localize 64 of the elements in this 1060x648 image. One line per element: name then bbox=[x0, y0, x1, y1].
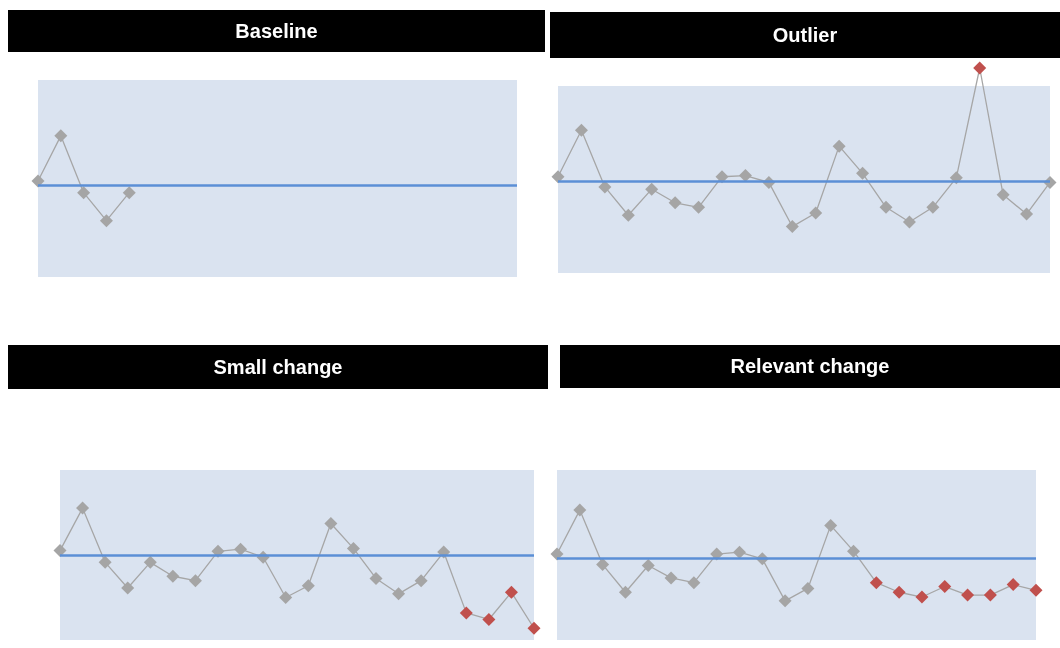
point bbox=[645, 182, 659, 196]
point bbox=[121, 581, 135, 595]
point bbox=[527, 621, 541, 635]
point bbox=[99, 214, 113, 228]
point bbox=[504, 585, 518, 599]
point bbox=[551, 170, 565, 184]
point bbox=[346, 541, 360, 555]
chart-title: Small change bbox=[8, 345, 548, 389]
point bbox=[926, 200, 940, 214]
point bbox=[392, 587, 406, 601]
point bbox=[664, 571, 678, 585]
point bbox=[76, 501, 90, 515]
point bbox=[824, 518, 838, 532]
point bbox=[279, 591, 293, 604]
point bbox=[596, 558, 610, 572]
point bbox=[869, 576, 883, 590]
point bbox=[77, 186, 91, 200]
point bbox=[983, 588, 997, 602]
point bbox=[54, 129, 68, 143]
point bbox=[1020, 207, 1034, 221]
point bbox=[1006, 578, 1020, 592]
point bbox=[915, 590, 929, 604]
point bbox=[122, 186, 136, 200]
point bbox=[902, 215, 916, 229]
point bbox=[143, 555, 157, 569]
point bbox=[809, 206, 823, 220]
point bbox=[53, 544, 67, 558]
point bbox=[573, 503, 587, 517]
point bbox=[996, 188, 1010, 202]
point bbox=[892, 585, 906, 599]
chart-title: Relevant change bbox=[560, 345, 1060, 388]
point bbox=[1029, 583, 1043, 597]
point bbox=[938, 580, 952, 594]
point bbox=[414, 574, 428, 588]
point bbox=[234, 542, 248, 556]
point bbox=[832, 139, 846, 153]
point bbox=[732, 545, 746, 559]
point bbox=[641, 559, 655, 573]
chart-title: Outlier bbox=[550, 12, 1060, 58]
point bbox=[188, 574, 202, 588]
point bbox=[879, 200, 893, 214]
point bbox=[621, 208, 635, 222]
point bbox=[618, 585, 632, 599]
point bbox=[785, 220, 799, 234]
point bbox=[574, 123, 588, 137]
point bbox=[166, 569, 180, 583]
point bbox=[301, 579, 315, 593]
chart-title: Baseline bbox=[8, 10, 545, 52]
point bbox=[847, 544, 861, 558]
point bbox=[856, 166, 870, 180]
point bbox=[324, 516, 338, 530]
point bbox=[961, 588, 975, 602]
point bbox=[692, 200, 706, 214]
point bbox=[369, 571, 383, 585]
point bbox=[98, 555, 112, 569]
point bbox=[778, 594, 792, 608]
point bbox=[31, 174, 45, 188]
point bbox=[801, 581, 815, 595]
point bbox=[687, 576, 701, 590]
point bbox=[459, 606, 473, 620]
point bbox=[482, 612, 496, 626]
point bbox=[973, 61, 987, 75]
point bbox=[738, 169, 752, 183]
point bbox=[668, 196, 682, 210]
